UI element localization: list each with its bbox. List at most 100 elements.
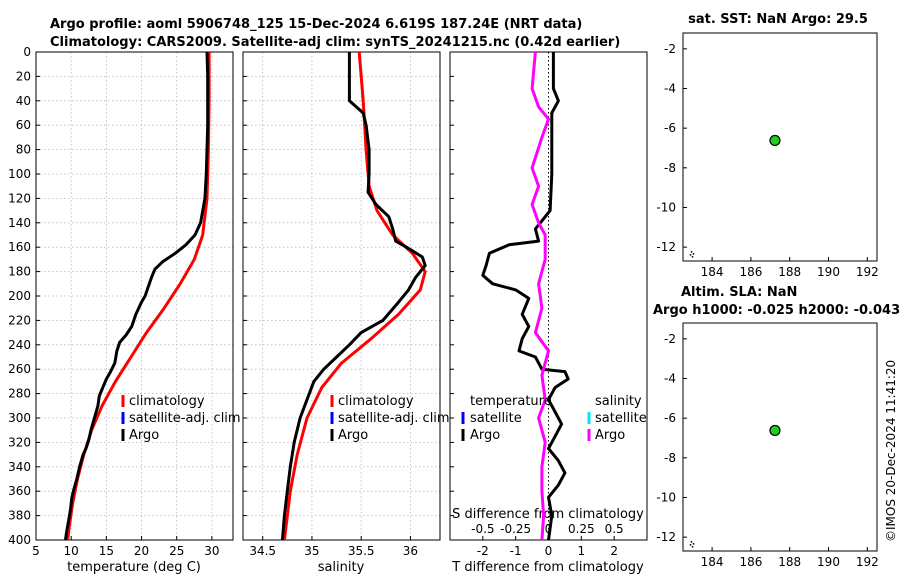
- series-line-argo: [280, 52, 427, 541]
- map-x-tick-label: 184: [701, 265, 724, 279]
- coastline-speck: [691, 256, 694, 258]
- depth-tick-label: 80: [16, 143, 31, 157]
- series-line-temperature-argo: [481, 52, 570, 541]
- sst-map-frame: [682, 32, 878, 262]
- depth-tick-label: 400: [8, 533, 31, 547]
- salinity-panel: salinity 34.5 35 35.5 36: [242, 51, 441, 575]
- map-y-tick-label: -2: [664, 332, 676, 346]
- map-y-tick-label: -6: [664, 411, 676, 425]
- x-tick-label: -1: [510, 544, 522, 558]
- x-tick-label: 10: [64, 544, 79, 558]
- coastline-speck: [690, 541, 693, 543]
- depth-tick-label: 240: [8, 338, 31, 352]
- coastline-speck: [692, 543, 695, 545]
- map-x-tick-label: 192: [856, 555, 879, 569]
- map-y-tick-label: -12: [656, 240, 676, 254]
- coastline-speck: [692, 253, 695, 255]
- map-y-tick-label: -10: [656, 200, 676, 214]
- map-x-tick-label: 188: [778, 555, 801, 569]
- top-x-tick-label: 0.25: [568, 522, 595, 536]
- map-x-tick-label: 190: [817, 265, 840, 279]
- map-y-tick-label: -8: [664, 451, 676, 465]
- temperature-plot-frame: [35, 51, 234, 541]
- x-tick-label: 5: [32, 544, 40, 558]
- sst-map-title: sat. SST: NaN Argo: 29.5: [688, 12, 868, 27]
- x-tick-label: -2: [477, 544, 489, 558]
- coastline-speck: [691, 546, 694, 548]
- x-tick-label: 35: [304, 544, 319, 558]
- map-x-tick-label: 192: [856, 265, 879, 279]
- map-y-tick-label: -12: [656, 530, 676, 544]
- difference-panel: T difference from climatology S differen…: [449, 51, 648, 575]
- legend-argo-label: Argo: [338, 428, 368, 443]
- salinity-legend: climatology satellite-adj. clim Argo: [330, 394, 450, 443]
- legend-s-satellite-label: satellite: [595, 411, 647, 426]
- x-tick-label: 35.5: [348, 544, 375, 558]
- x-tick-label: 34.5: [249, 544, 276, 558]
- sla-map-panel: Altim. SLA: NaN Argo h1000: -0.025 h2000…: [653, 285, 900, 569]
- depth-tick-label: 300: [8, 411, 31, 425]
- legend-s-argo-label: Argo: [595, 428, 625, 443]
- depth-tick-label: 120: [8, 191, 31, 205]
- legend-climatology-label: climatology: [129, 394, 205, 409]
- x-tick-label: 36: [403, 544, 418, 558]
- depth-tick-label: 100: [8, 167, 31, 181]
- sst-map-panel: sat. SST: NaN Argo: 29.5 -2 -4 -6 -8 -10 -12 1…: [656, 12, 878, 279]
- legend-satellite-label: satellite-adj. clim: [338, 411, 450, 426]
- depth-tick-label: 320: [8, 435, 31, 449]
- depth-tick-label: 40: [16, 94, 31, 108]
- coastline-speck: [690, 251, 693, 253]
- depth-tick-label: 60: [16, 118, 31, 132]
- temperature-xlabel: temperature (deg C): [67, 560, 201, 575]
- series-line-argo: [64, 51, 210, 541]
- legend-climatology-label: climatology: [338, 394, 414, 409]
- legend-t-argo-label: Argo: [470, 428, 500, 443]
- legend-t-satellite-label: satellite: [470, 411, 522, 426]
- figure-title-line2: Climatology: CARS2009. Satellite-adj cli…: [50, 35, 620, 50]
- timestamp-credit: ©IMOS 20-Dec-2024 11:41:20: [884, 360, 898, 542]
- x-tick-label: 25: [169, 544, 184, 558]
- map-x-tick-label: 188: [778, 265, 801, 279]
- map-y-tick-label: -4: [664, 372, 676, 386]
- map-y-tick-label: -6: [664, 121, 676, 135]
- temperature-panel: temperature (deg C) 0 20 40 60 80 100 120 140 16…: [8, 45, 234, 575]
- map-x-tick-label: 190: [817, 555, 840, 569]
- map-y-tick-label: -8: [664, 161, 676, 175]
- depth-tick-label: 380: [8, 509, 31, 523]
- coastline-speck: [689, 254, 692, 256]
- depth-tick-label: 340: [8, 460, 31, 474]
- top-x-tick-label: -0.25: [500, 522, 531, 536]
- depth-tick-label: 20: [16, 69, 31, 83]
- sla-map-frame: [682, 322, 878, 552]
- height-anomaly-title: Argo h1000: -0.025 h2000: -0.043: [653, 303, 900, 318]
- legend-argo-label: Argo: [129, 428, 159, 443]
- depth-tick-label: 200: [8, 289, 31, 303]
- depth-tick-label: 160: [8, 240, 31, 254]
- depth-tick-label: 0: [23, 45, 31, 59]
- depth-tick-label: 360: [8, 484, 31, 498]
- difference-legend: temperature satellite Argo salinity sate…: [461, 394, 647, 443]
- series-line-salinity-argo: [530, 51, 550, 541]
- figure-title-line1: Argo profile: aoml 5906748_125 15-Dec-20…: [50, 17, 582, 32]
- depth-tick-label: 140: [8, 216, 31, 230]
- top-x-tick-label: -0.5: [471, 522, 494, 536]
- sla-map-title: Altim. SLA: NaN: [681, 285, 797, 300]
- x-tick-label: 1: [578, 544, 586, 558]
- x-tick-label: 20: [134, 544, 149, 558]
- temperature-legend: climatology satellite-adj. clim Argo: [121, 394, 241, 443]
- map-x-tick-label: 184: [701, 555, 724, 569]
- difference-top-xlabel: S difference from climatology: [452, 507, 644, 522]
- map-x-tick-label: 186: [739, 265, 762, 279]
- depth-tick-label: 220: [8, 313, 31, 327]
- x-tick-label: 15: [99, 544, 114, 558]
- map-y-tick-label: -10: [656, 490, 676, 504]
- x-tick-label: 2: [610, 544, 618, 558]
- salinity-xlabel: salinity: [318, 560, 365, 575]
- depth-tick-label: 180: [8, 265, 31, 279]
- depth-tick-label: 260: [8, 362, 31, 376]
- profile-location-marker: [769, 424, 781, 437]
- x-tick-label: 0: [545, 544, 553, 558]
- top-x-tick-label: 0.5: [605, 522, 624, 536]
- map-x-tick-label: 186: [739, 555, 762, 569]
